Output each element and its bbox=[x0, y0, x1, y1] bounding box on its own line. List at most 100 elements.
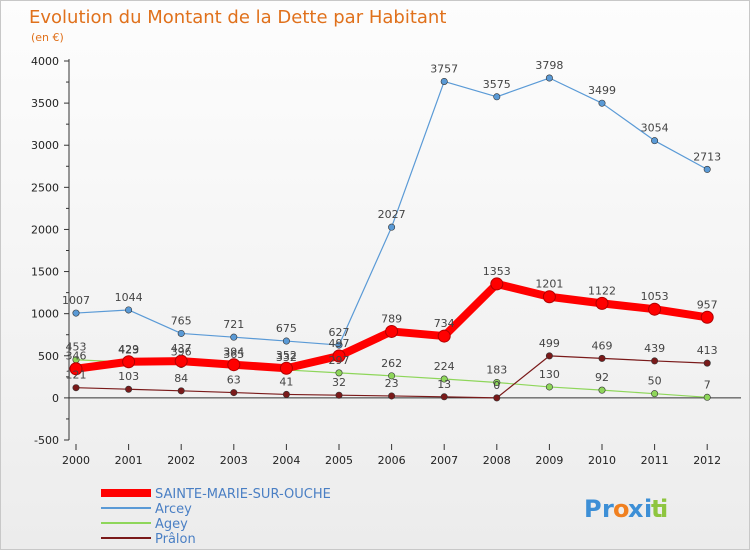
data-point bbox=[437, 329, 451, 343]
data-point bbox=[493, 93, 501, 101]
data-label: 13 bbox=[437, 378, 451, 391]
y-tick-label: 500 bbox=[38, 350, 59, 363]
data-point bbox=[388, 372, 396, 380]
data-label: 1122 bbox=[588, 284, 616, 297]
data-label: 394 bbox=[223, 346, 244, 359]
logo-letter: x bbox=[628, 495, 644, 523]
data-label: 183 bbox=[486, 363, 507, 376]
data-label: 1053 bbox=[641, 290, 669, 303]
logo-letter: o bbox=[613, 495, 630, 523]
data-point bbox=[125, 385, 133, 393]
data-label: 23 bbox=[385, 377, 399, 390]
y-tick-label: 1500 bbox=[31, 266, 59, 279]
data-label: 765 bbox=[171, 314, 192, 327]
data-label: 346 bbox=[66, 350, 87, 363]
logo-letter: r bbox=[602, 495, 614, 523]
x-tick-label: 2001 bbox=[115, 454, 143, 467]
data-point bbox=[651, 137, 659, 145]
logo-letter: i bbox=[660, 495, 668, 523]
data-point bbox=[651, 390, 659, 398]
data-label: 365 bbox=[223, 348, 244, 361]
data-point bbox=[388, 223, 396, 231]
x-tick-label: 2002 bbox=[167, 454, 195, 467]
x-tick-label: 2004 bbox=[272, 454, 300, 467]
data-label: 1353 bbox=[483, 265, 511, 278]
data-label: 675 bbox=[276, 322, 297, 335]
data-point bbox=[595, 296, 609, 310]
data-point bbox=[230, 389, 238, 397]
data-label: 332 bbox=[276, 351, 297, 364]
data-point bbox=[335, 369, 343, 377]
data-point bbox=[700, 310, 714, 324]
data-label: 499 bbox=[539, 337, 560, 350]
data-label: 92 bbox=[595, 371, 609, 384]
data-point bbox=[545, 352, 553, 360]
data-point bbox=[177, 387, 185, 395]
data-point bbox=[440, 77, 448, 85]
legend-label: SAINTE-MARIE-SUR-OUCHE bbox=[155, 487, 331, 502]
data-point bbox=[598, 99, 606, 107]
y-tick-label: -500 bbox=[34, 434, 59, 447]
data-label: 2713 bbox=[693, 150, 721, 163]
data-label: 721 bbox=[223, 318, 244, 331]
data-point bbox=[440, 393, 448, 401]
data-label: 734 bbox=[434, 317, 455, 330]
data-point bbox=[279, 361, 293, 375]
data-point bbox=[703, 393, 711, 401]
x-tick-label: 2005 bbox=[325, 454, 353, 467]
data-label: 3054 bbox=[641, 122, 669, 135]
data-point bbox=[703, 165, 711, 173]
data-label: 224 bbox=[434, 360, 455, 373]
data-label: 789 bbox=[381, 312, 402, 325]
data-point bbox=[335, 341, 343, 349]
data-label: 7 bbox=[704, 378, 711, 391]
data-label: 453 bbox=[66, 341, 87, 354]
data-label: 262 bbox=[381, 357, 402, 370]
logo-letter: P bbox=[584, 495, 602, 523]
x-tick-label: 2011 bbox=[641, 454, 669, 467]
data-label: 957 bbox=[697, 298, 718, 311]
x-tick-label: 2003 bbox=[220, 454, 248, 467]
data-label: 413 bbox=[697, 344, 718, 357]
data-label: 121 bbox=[66, 369, 87, 382]
x-tick-label: 2010 bbox=[588, 454, 616, 467]
x-tick-label: 2012 bbox=[693, 454, 721, 467]
legend-label: Prâlon bbox=[155, 532, 196, 547]
data-point bbox=[493, 378, 501, 386]
data-label: 297 bbox=[329, 354, 350, 367]
data-point bbox=[703, 359, 711, 367]
data-point bbox=[335, 391, 343, 399]
x-tick-label: 2008 bbox=[483, 454, 511, 467]
y-tick-label: 3000 bbox=[31, 139, 59, 152]
data-label: 0 bbox=[493, 379, 500, 392]
data-label: 103 bbox=[118, 370, 139, 383]
data-point bbox=[490, 277, 504, 291]
data-point bbox=[125, 306, 133, 314]
data-label: 63 bbox=[227, 374, 241, 387]
data-point bbox=[388, 392, 396, 400]
series-pralon bbox=[72, 352, 711, 402]
data-point bbox=[542, 290, 556, 304]
data-label: 84 bbox=[174, 372, 188, 385]
data-label: 396 bbox=[171, 346, 192, 359]
data-label: 41 bbox=[279, 375, 293, 388]
y-tick-label: 4000 bbox=[31, 55, 59, 68]
data-point bbox=[598, 354, 606, 362]
x-tick-label: 2000 bbox=[62, 454, 90, 467]
data-point bbox=[282, 337, 290, 345]
data-label: 439 bbox=[644, 342, 665, 355]
x-tick-label: 2009 bbox=[535, 454, 563, 467]
chart-title: Evolution du Montant de la Dette par Hab… bbox=[29, 7, 446, 28]
data-point bbox=[122, 355, 136, 369]
data-label: 3798 bbox=[535, 59, 563, 72]
data-point bbox=[440, 375, 448, 383]
x-tick-label: 2006 bbox=[378, 454, 406, 467]
data-label: 2027 bbox=[378, 208, 406, 221]
data-label: 469 bbox=[592, 339, 613, 352]
data-label: 50 bbox=[648, 375, 662, 388]
chart-subtitle: (en €) bbox=[31, 31, 64, 44]
data-point bbox=[598, 386, 606, 394]
data-label: 429 bbox=[118, 343, 139, 356]
data-point bbox=[174, 354, 188, 368]
